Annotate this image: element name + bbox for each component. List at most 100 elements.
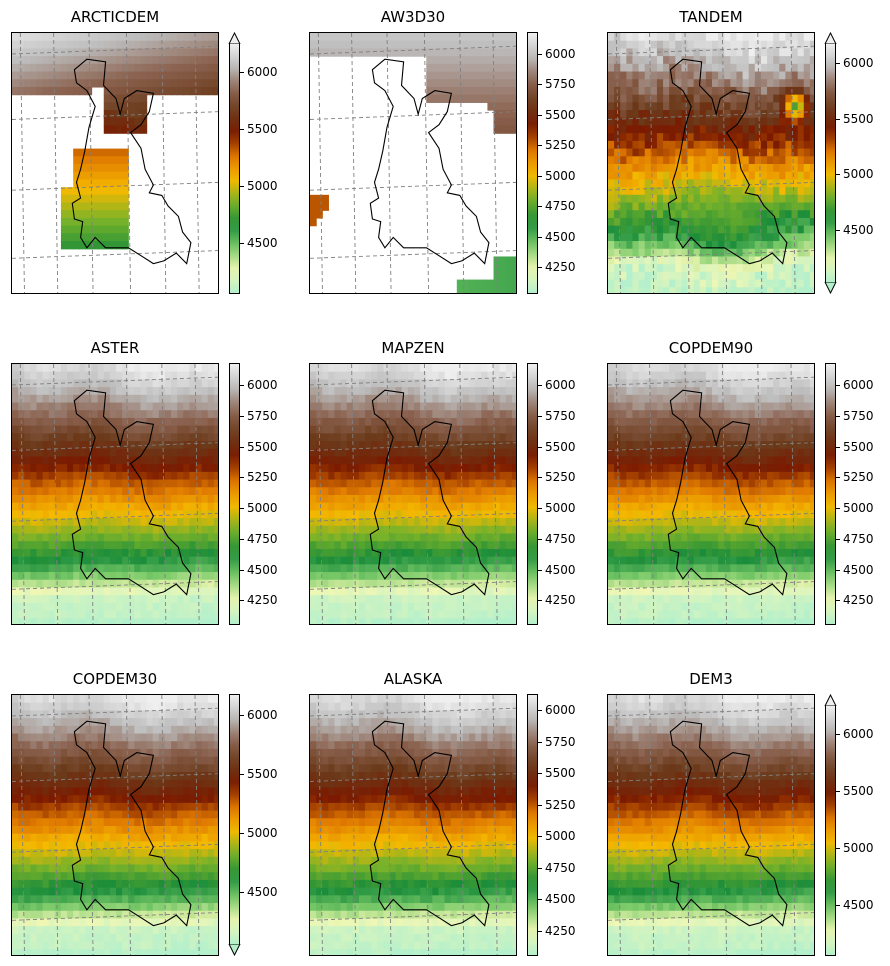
raster-cell <box>18 71 25 80</box>
raster-cell <box>346 502 354 512</box>
raster-cell <box>146 610 154 619</box>
raster-cell <box>183 479 191 488</box>
raster-cell <box>450 379 458 388</box>
raster-cell <box>164 587 172 596</box>
raster-cell <box>748 448 756 458</box>
raster-cell <box>450 417 458 427</box>
meridian-line <box>649 33 655 293</box>
raster-cell <box>712 86 719 96</box>
raster-cell <box>18 48 25 57</box>
raster-cell <box>742 63 750 73</box>
raster-cell <box>638 125 646 134</box>
raster-cell <box>481 541 489 550</box>
raster-cell <box>67 587 74 596</box>
parallel-line <box>310 111 516 120</box>
raster-cell <box>785 279 793 288</box>
raster-cell <box>36 587 44 596</box>
raster-cell <box>73 495 80 504</box>
raster-cell <box>12 556 19 565</box>
raster-cell <box>803 387 811 396</box>
raster-cell <box>797 471 805 481</box>
colorbar-tick-label: 5500 <box>545 440 576 454</box>
raster-cell <box>328 533 336 542</box>
raster-cell <box>48 33 56 42</box>
raster-cell <box>189 464 197 473</box>
raster-cell <box>638 471 646 481</box>
raster-cell <box>663 133 670 142</box>
raster-cell <box>718 271 725 281</box>
raster-cell <box>705 210 713 219</box>
raster-cell <box>718 48 725 57</box>
raster-cell <box>797 248 805 258</box>
raster-cell <box>358 533 366 542</box>
raster-cell <box>438 548 446 558</box>
raster-cell <box>754 202 762 211</box>
raster-cell <box>18 618 25 624</box>
raster-cell <box>626 241 634 250</box>
raster-cell <box>414 402 421 411</box>
raster-cell <box>340 448 348 458</box>
raster-cell <box>213 556 218 565</box>
raster-cell <box>201 479 209 488</box>
raster-cell <box>444 533 452 542</box>
raster-cell <box>358 394 366 404</box>
raster-cell <box>779 433 787 442</box>
raster-cell <box>334 579 342 589</box>
raster-cell <box>109 425 117 434</box>
raster-cell <box>748 148 756 157</box>
colorbar-tick-mark <box>538 570 542 571</box>
raster-cell <box>638 187 646 196</box>
raster-cell <box>730 225 738 234</box>
raster-cell <box>803 79 811 88</box>
raster-cell <box>195 541 203 550</box>
raster-cell <box>730 179 738 188</box>
raster-cell <box>626 86 634 96</box>
raster-cell <box>103 202 111 211</box>
raster-cell <box>675 364 683 373</box>
raster-cell <box>742 456 750 465</box>
raster-cell <box>401 417 409 427</box>
raster-cell <box>742 502 750 512</box>
raster-cell <box>803 233 811 242</box>
raster-cell <box>791 456 799 465</box>
raster-cell <box>365 456 372 465</box>
raster-cell <box>687 271 695 281</box>
raster-cell <box>779 410 787 419</box>
raster-cell <box>91 156 99 165</box>
raster-cell <box>663 510 670 519</box>
colorbar-tick-mark <box>240 600 244 601</box>
raster-cell <box>414 379 421 388</box>
raster-cell <box>67 510 74 519</box>
raster-cell <box>103 541 111 550</box>
raster-cell <box>177 379 184 388</box>
raster-cell <box>724 140 731 150</box>
raster-cell <box>505 402 513 411</box>
raster-cell <box>687 194 695 204</box>
raster-cell <box>475 387 482 396</box>
raster-cell <box>644 264 652 273</box>
raster-cell <box>742 225 750 234</box>
raster-cell <box>779 156 787 165</box>
raster-cell <box>79 225 87 234</box>
raster-cell <box>499 402 507 411</box>
raster-cell <box>742 217 750 227</box>
raster-cell <box>754 140 762 150</box>
raster-cell <box>158 525 166 535</box>
raster-cell <box>371 364 378 373</box>
raster-cell <box>462 71 470 80</box>
raster-cell <box>109 464 117 473</box>
raster-cell <box>60 371 68 381</box>
raster-cell <box>122 541 129 550</box>
raster-cell <box>432 56 440 65</box>
raster-cell <box>48 487 56 496</box>
raster-cell <box>754 133 762 142</box>
raster-cell <box>48 433 56 442</box>
raster-cell <box>164 556 172 565</box>
raster-cell <box>85 71 93 80</box>
raster-cell <box>171 479 178 488</box>
raster-cell <box>444 371 452 381</box>
raster-cell <box>134 394 142 404</box>
raster-cell <box>24 587 31 596</box>
raster-cell <box>456 471 464 481</box>
raster-cell <box>650 56 658 65</box>
